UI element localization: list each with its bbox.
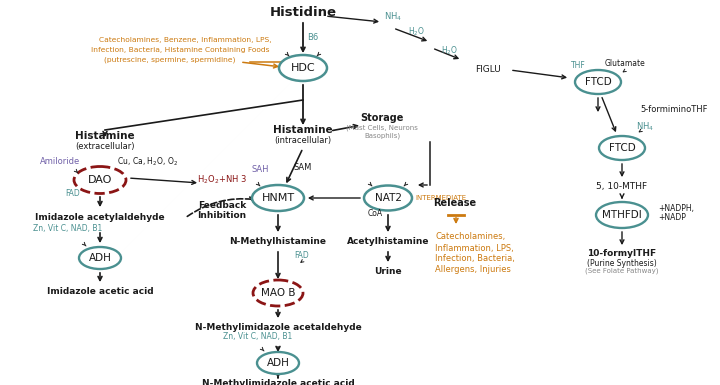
Text: FIGLU: FIGLU [475,65,501,75]
Text: FTCD: FTCD [608,143,635,153]
Text: N-Methylhistamine: N-Methylhistamine [230,236,326,246]
Text: Acetylhistamine: Acetylhistamine [347,236,429,246]
Text: H$_2$O: H$_2$O [408,26,425,38]
Text: HNMT: HNMT [261,193,294,203]
Ellipse shape [257,352,299,374]
Text: N-Methylimidazole acetic acid: N-Methylimidazole acetic acid [202,380,354,385]
Text: NH$_4$: NH$_4$ [384,11,402,23]
Text: (Mast Cells, Neurons: (Mast Cells, Neurons [346,125,418,131]
Text: Histamine: Histamine [273,125,333,135]
Text: NH$_4$: NH$_4$ [636,121,654,133]
Text: 5, 10-MTHF: 5, 10-MTHF [596,181,647,191]
Text: (Purine Synthesis): (Purine Synthesis) [587,258,657,268]
Text: THF: THF [571,60,585,70]
Text: DAO: DAO [88,175,112,185]
Text: Glutamate: Glutamate [605,59,645,67]
Ellipse shape [279,55,327,81]
Text: Allergens, Injuries: Allergens, Injuries [435,266,511,275]
Text: NAT2: NAT2 [374,193,402,203]
Text: SAH: SAH [251,166,269,174]
Text: Amiloride: Amiloride [40,157,80,166]
Text: Zn, Vit C, NAD, B1: Zn, Vit C, NAD, B1 [33,224,103,233]
Text: Infection, Bacteria, Histamine Containing Foods: Infection, Bacteria, Histamine Containin… [91,47,269,53]
Text: (extracellular): (extracellular) [76,142,135,151]
Text: Catecholamines,: Catecholamines, [435,233,505,241]
Text: 5-formiminoTHF: 5-formiminoTHF [640,105,708,114]
Text: FTCD: FTCD [585,77,611,87]
Ellipse shape [575,70,621,94]
Text: Storage: Storage [360,113,404,123]
Text: Feedback: Feedback [198,201,246,211]
Text: Zn, Vit C, NAD, B1: Zn, Vit C, NAD, B1 [223,333,292,341]
Ellipse shape [599,136,645,160]
Text: Cu, Ca, H$_2$O, O$_2$: Cu, Ca, H$_2$O, O$_2$ [117,156,179,168]
Text: 10-formylTHF: 10-formylTHF [588,248,657,258]
Ellipse shape [596,202,648,228]
Text: (See Folate Pathway): (See Folate Pathway) [585,268,659,274]
Text: INTERMEDIATE: INTERMEDIATE [415,195,466,201]
Text: MAO B: MAO B [261,288,295,298]
Text: +NADP: +NADP [658,214,686,223]
Text: (putrescine, spermine, spermidine): (putrescine, spermine, spermidine) [104,57,235,63]
Text: FAD: FAD [294,251,310,261]
Ellipse shape [364,186,412,211]
Text: +NADPH,: +NADPH, [658,204,694,213]
Text: SAM: SAM [294,164,312,172]
Text: Imidazole acetic acid: Imidazole acetic acid [47,288,153,296]
Text: Inhibition: Inhibition [197,211,246,219]
Text: Release: Release [433,198,477,208]
Text: Catecholamines, Benzene, Inflammation, LPS,: Catecholamines, Benzene, Inflammation, L… [99,37,271,43]
Text: H$_2$O: H$_2$O [441,45,457,57]
Text: Histamine: Histamine [75,131,135,141]
Text: CoA: CoA [367,209,382,218]
Text: ADH: ADH [266,358,289,368]
Text: N-Methylimidazole acetaldehyde: N-Methylimidazole acetaldehyde [194,323,361,331]
Text: Histidine: Histidine [269,5,336,18]
Text: HDC: HDC [291,63,315,73]
Text: FAD: FAD [66,189,81,199]
Text: ADH: ADH [89,253,112,263]
Ellipse shape [252,185,304,211]
Text: Urine: Urine [374,266,402,276]
Text: H$_2$O$_2$+NH 3: H$_2$O$_2$+NH 3 [197,174,247,186]
Ellipse shape [74,166,126,194]
Text: Basophils): Basophils) [364,133,400,139]
Ellipse shape [253,280,303,306]
Text: (intracellular): (intracellular) [274,136,332,144]
Ellipse shape [79,247,121,269]
Text: B6: B6 [307,33,319,42]
Text: MTHFDI: MTHFDI [602,210,642,220]
Text: Imidazole acetylaldehyde: Imidazole acetylaldehyde [35,213,165,221]
Text: Inflammation, LPS,: Inflammation, LPS, [435,243,514,253]
Text: Infection, Bacteria,: Infection, Bacteria, [435,254,515,263]
